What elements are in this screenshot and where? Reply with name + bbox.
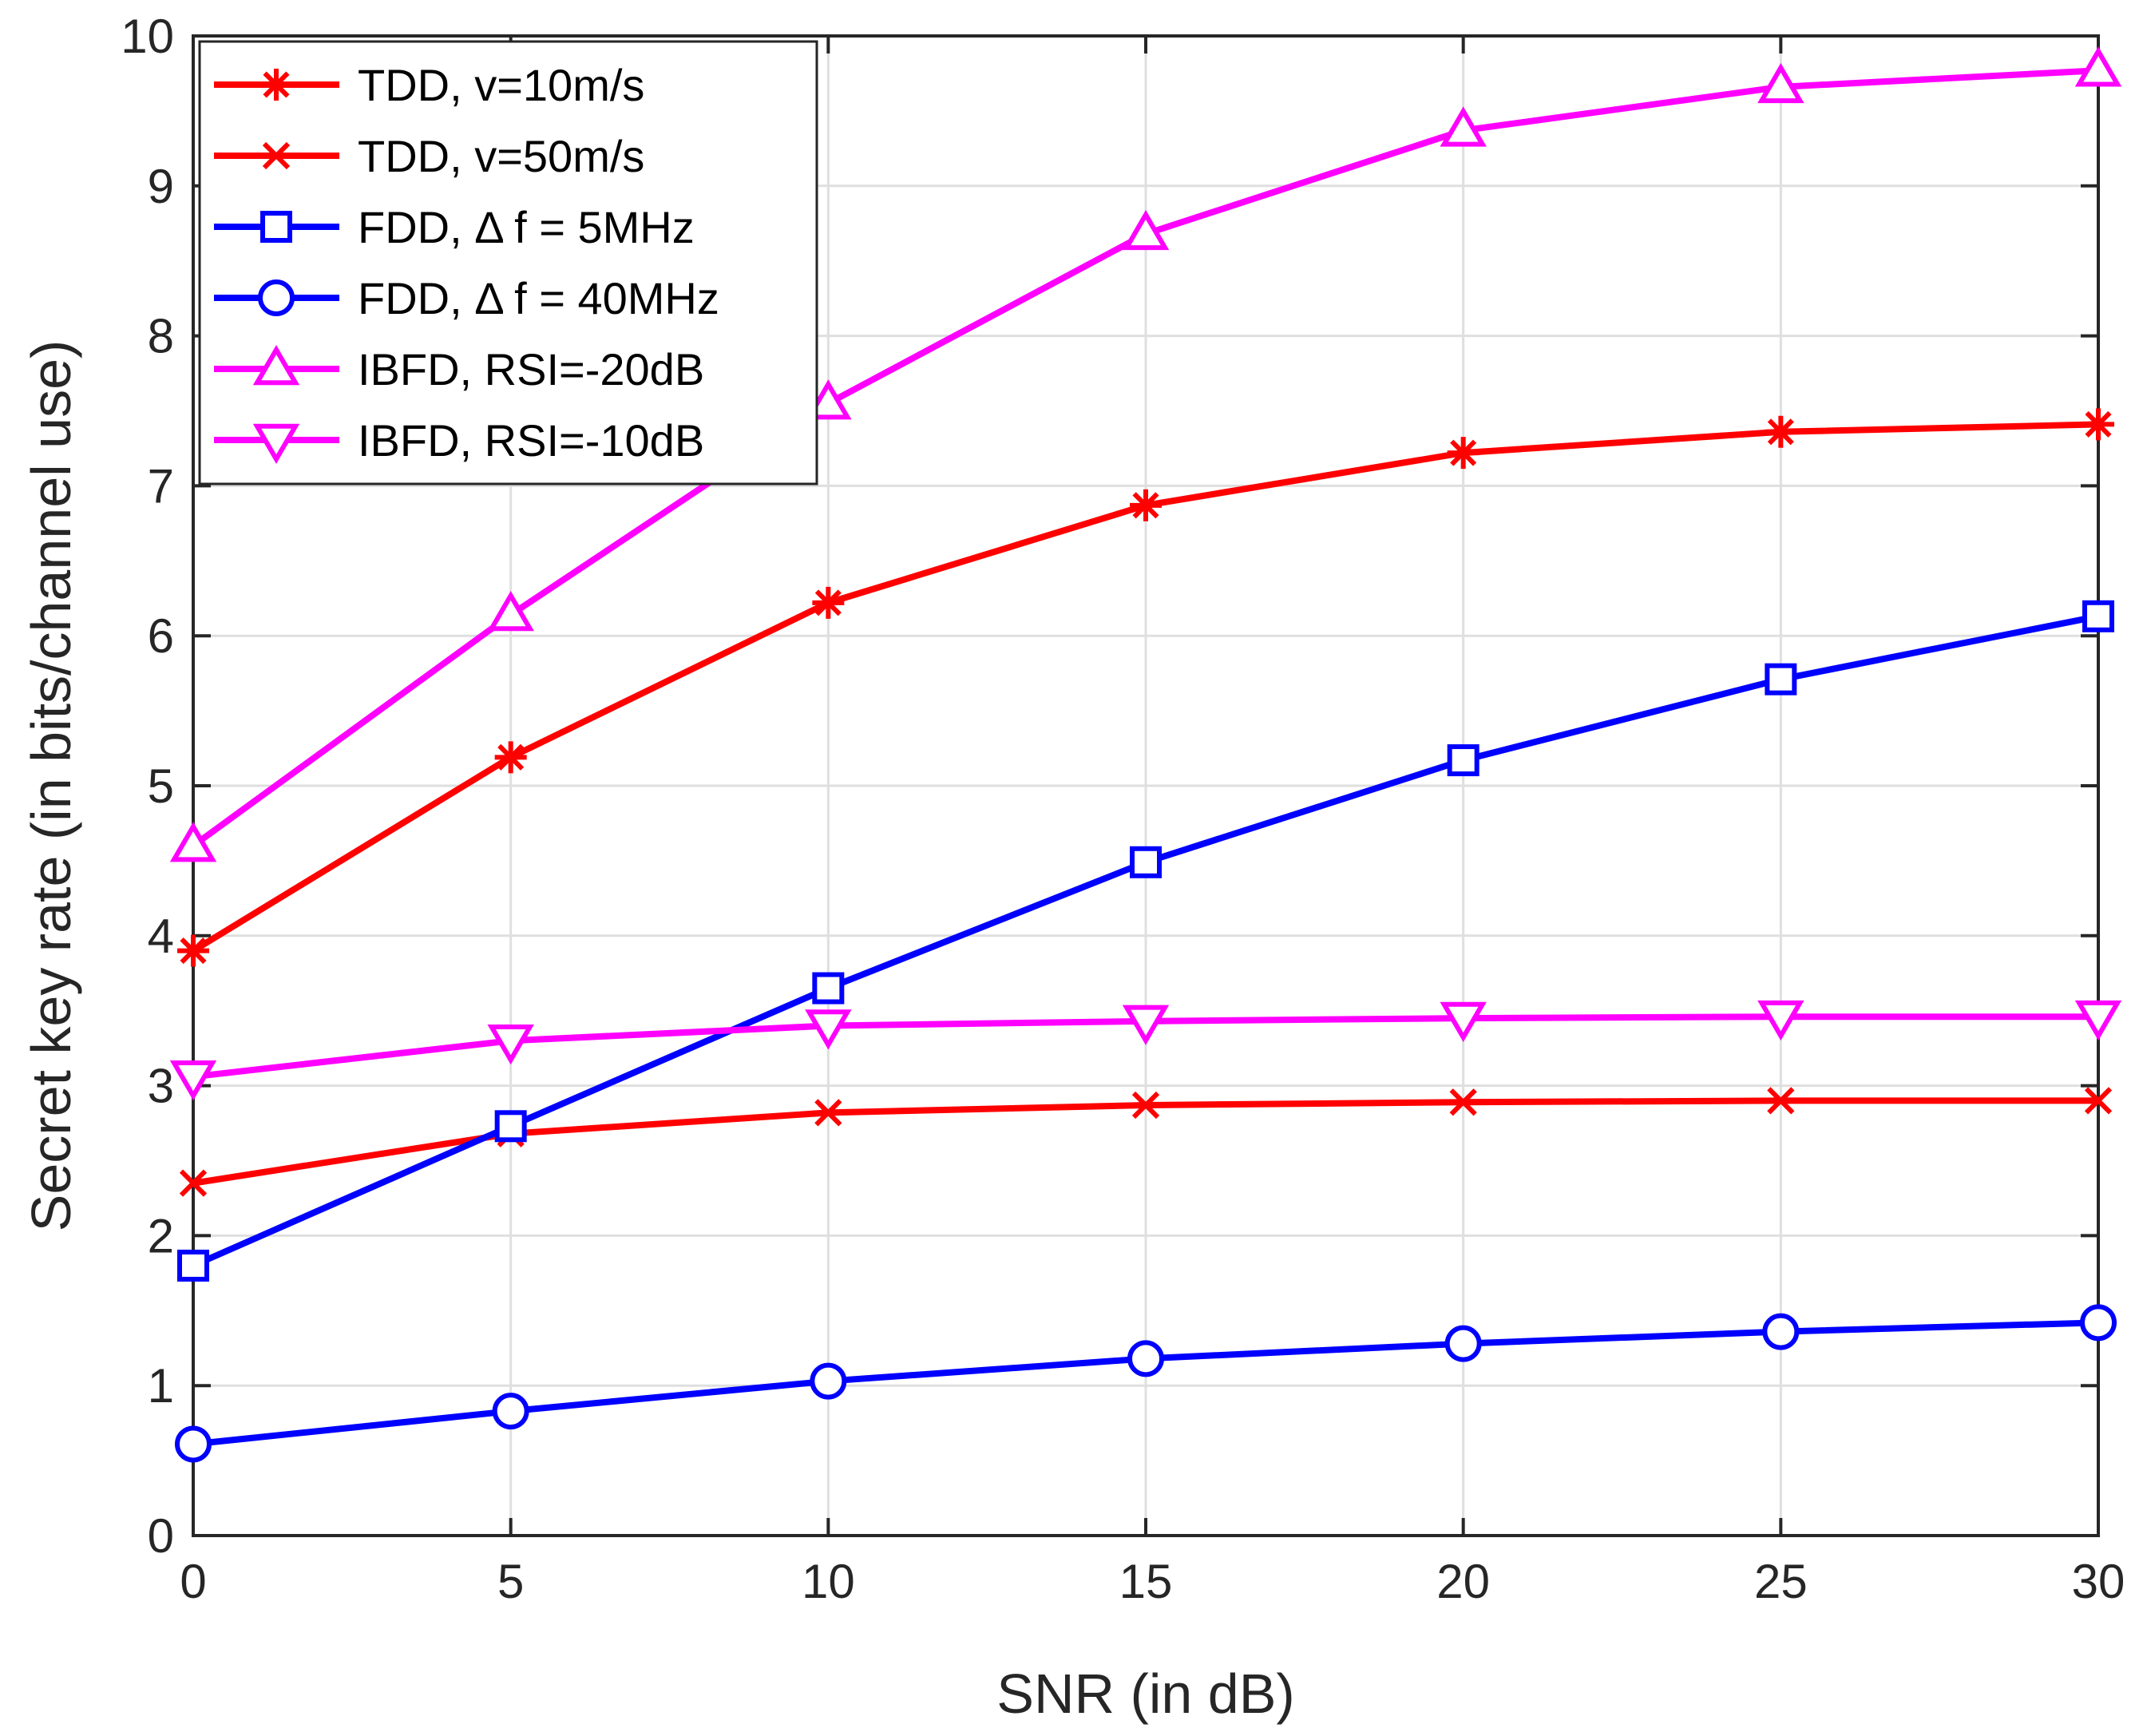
legend-marker xyxy=(262,141,291,170)
data-point xyxy=(1767,1087,1795,1115)
legend-entry: IBFD, RSI=-10dB xyxy=(214,415,704,466)
data-point xyxy=(487,590,534,632)
data-point xyxy=(810,1362,847,1400)
legend-marker xyxy=(252,345,300,386)
y-tick-label: 3 xyxy=(148,1060,174,1113)
data-point xyxy=(2082,408,2114,441)
x-tick-label: 20 xyxy=(1436,1555,1490,1608)
x-tick-label: 25 xyxy=(1754,1555,1808,1608)
legend: TDD, v=10m/s TDD, v=50m/s FDD, Δ f = 5MHz F… xyxy=(198,40,818,486)
legend-entry: TDD, v=50m/s xyxy=(214,131,644,181)
y-tick-label: 9 xyxy=(148,160,174,213)
series-3 xyxy=(175,1304,2117,1463)
legend-label: TDD, v=50m/s xyxy=(358,131,644,181)
y-tick-label: 7 xyxy=(148,459,174,513)
data-point xyxy=(179,1169,208,1197)
y-axis-title: Secret key rate (in bits/channel use) xyxy=(20,340,82,1232)
data-point xyxy=(494,1110,527,1143)
y-tick-label: 1 xyxy=(148,1359,174,1413)
data-series xyxy=(169,46,2122,1463)
data-point xyxy=(2084,1087,2113,1115)
data-point xyxy=(805,379,852,420)
data-point xyxy=(1447,437,1480,470)
tick-labels: 0 5 10 15 20 25 30 0 1 2 3 4 5 6 7 8 9 10 xyxy=(121,10,2125,1608)
data-point xyxy=(177,934,209,967)
series-4 xyxy=(169,46,2122,862)
data-point xyxy=(2082,600,2114,632)
legend-marker xyxy=(258,279,295,316)
y-tick-label: 2 xyxy=(148,1209,174,1262)
data-point xyxy=(1447,744,1480,777)
data-point xyxy=(487,1024,534,1065)
legend-label: FDD, Δ f = 40MHz xyxy=(358,273,719,323)
data-point xyxy=(1449,1088,1477,1116)
series-0 xyxy=(177,408,2114,967)
data-point xyxy=(1122,209,1170,251)
legend-label: FDD, Δ f = 5MHz xyxy=(358,202,695,252)
y-tick-label: 5 xyxy=(148,759,174,813)
data-point xyxy=(169,1060,217,1101)
data-point xyxy=(1127,1340,1164,1377)
data-point xyxy=(1440,106,1487,147)
data-point xyxy=(812,586,845,619)
x-tick-label: 15 xyxy=(1119,1555,1173,1608)
data-point xyxy=(1130,489,1162,521)
data-point xyxy=(1122,1005,1170,1045)
legend-label: IBFD, RSI=-20dB xyxy=(358,344,704,394)
series-5 xyxy=(169,1000,2122,1101)
legend-label: IBFD, RSI=-10dB xyxy=(358,415,704,466)
y-tick-label: 6 xyxy=(148,609,174,663)
data-point xyxy=(177,1249,209,1282)
legend-marker xyxy=(252,423,300,464)
data-point xyxy=(805,1009,852,1050)
data-point xyxy=(812,972,845,1005)
y-tick-label: 4 xyxy=(148,910,174,963)
y-tick-label: 10 xyxy=(121,10,174,63)
data-point xyxy=(175,1425,212,1463)
data-point xyxy=(169,822,217,862)
data-point xyxy=(2074,1000,2122,1041)
data-point xyxy=(1762,1313,1800,1350)
data-point xyxy=(1765,663,1797,696)
x-tick-label: 5 xyxy=(497,1555,524,1608)
y-tick-label: 8 xyxy=(148,310,174,363)
axes xyxy=(192,34,2100,1537)
data-point xyxy=(814,1099,842,1127)
legend-entry: IBFD, RSI=-20dB xyxy=(214,344,704,394)
data-point xyxy=(1757,62,1804,104)
legend-box xyxy=(198,40,818,486)
legend-marker xyxy=(260,211,292,243)
x-tick-label: 10 xyxy=(802,1555,855,1608)
legend-entry: FDD, Δ f = 5MHz xyxy=(214,202,695,252)
data-point xyxy=(494,741,527,774)
data-point xyxy=(1757,1000,1804,1041)
legend-marker xyxy=(260,69,292,101)
data-point xyxy=(1130,846,1162,878)
data-point xyxy=(492,1393,529,1430)
data-point xyxy=(1444,1325,1482,1362)
y-tick-label: 0 xyxy=(148,1509,174,1563)
x-tick-label: 0 xyxy=(180,1555,206,1608)
legend-label: TDD, v=10m/s xyxy=(358,60,644,110)
data-point xyxy=(1440,1001,1487,1043)
data-point xyxy=(2080,1304,2117,1342)
data-point xyxy=(1765,415,1797,448)
series-2 xyxy=(177,600,2114,1282)
x-tick-label: 30 xyxy=(2072,1555,2125,1608)
legend-entry: TDD, v=10m/s xyxy=(214,60,644,110)
legend-entry: FDD, Δ f = 40MHz xyxy=(214,273,719,323)
data-point xyxy=(2074,46,2122,87)
data-point xyxy=(1131,1091,1160,1120)
x-axis-title: SNR (in dB) xyxy=(996,1663,1294,1725)
